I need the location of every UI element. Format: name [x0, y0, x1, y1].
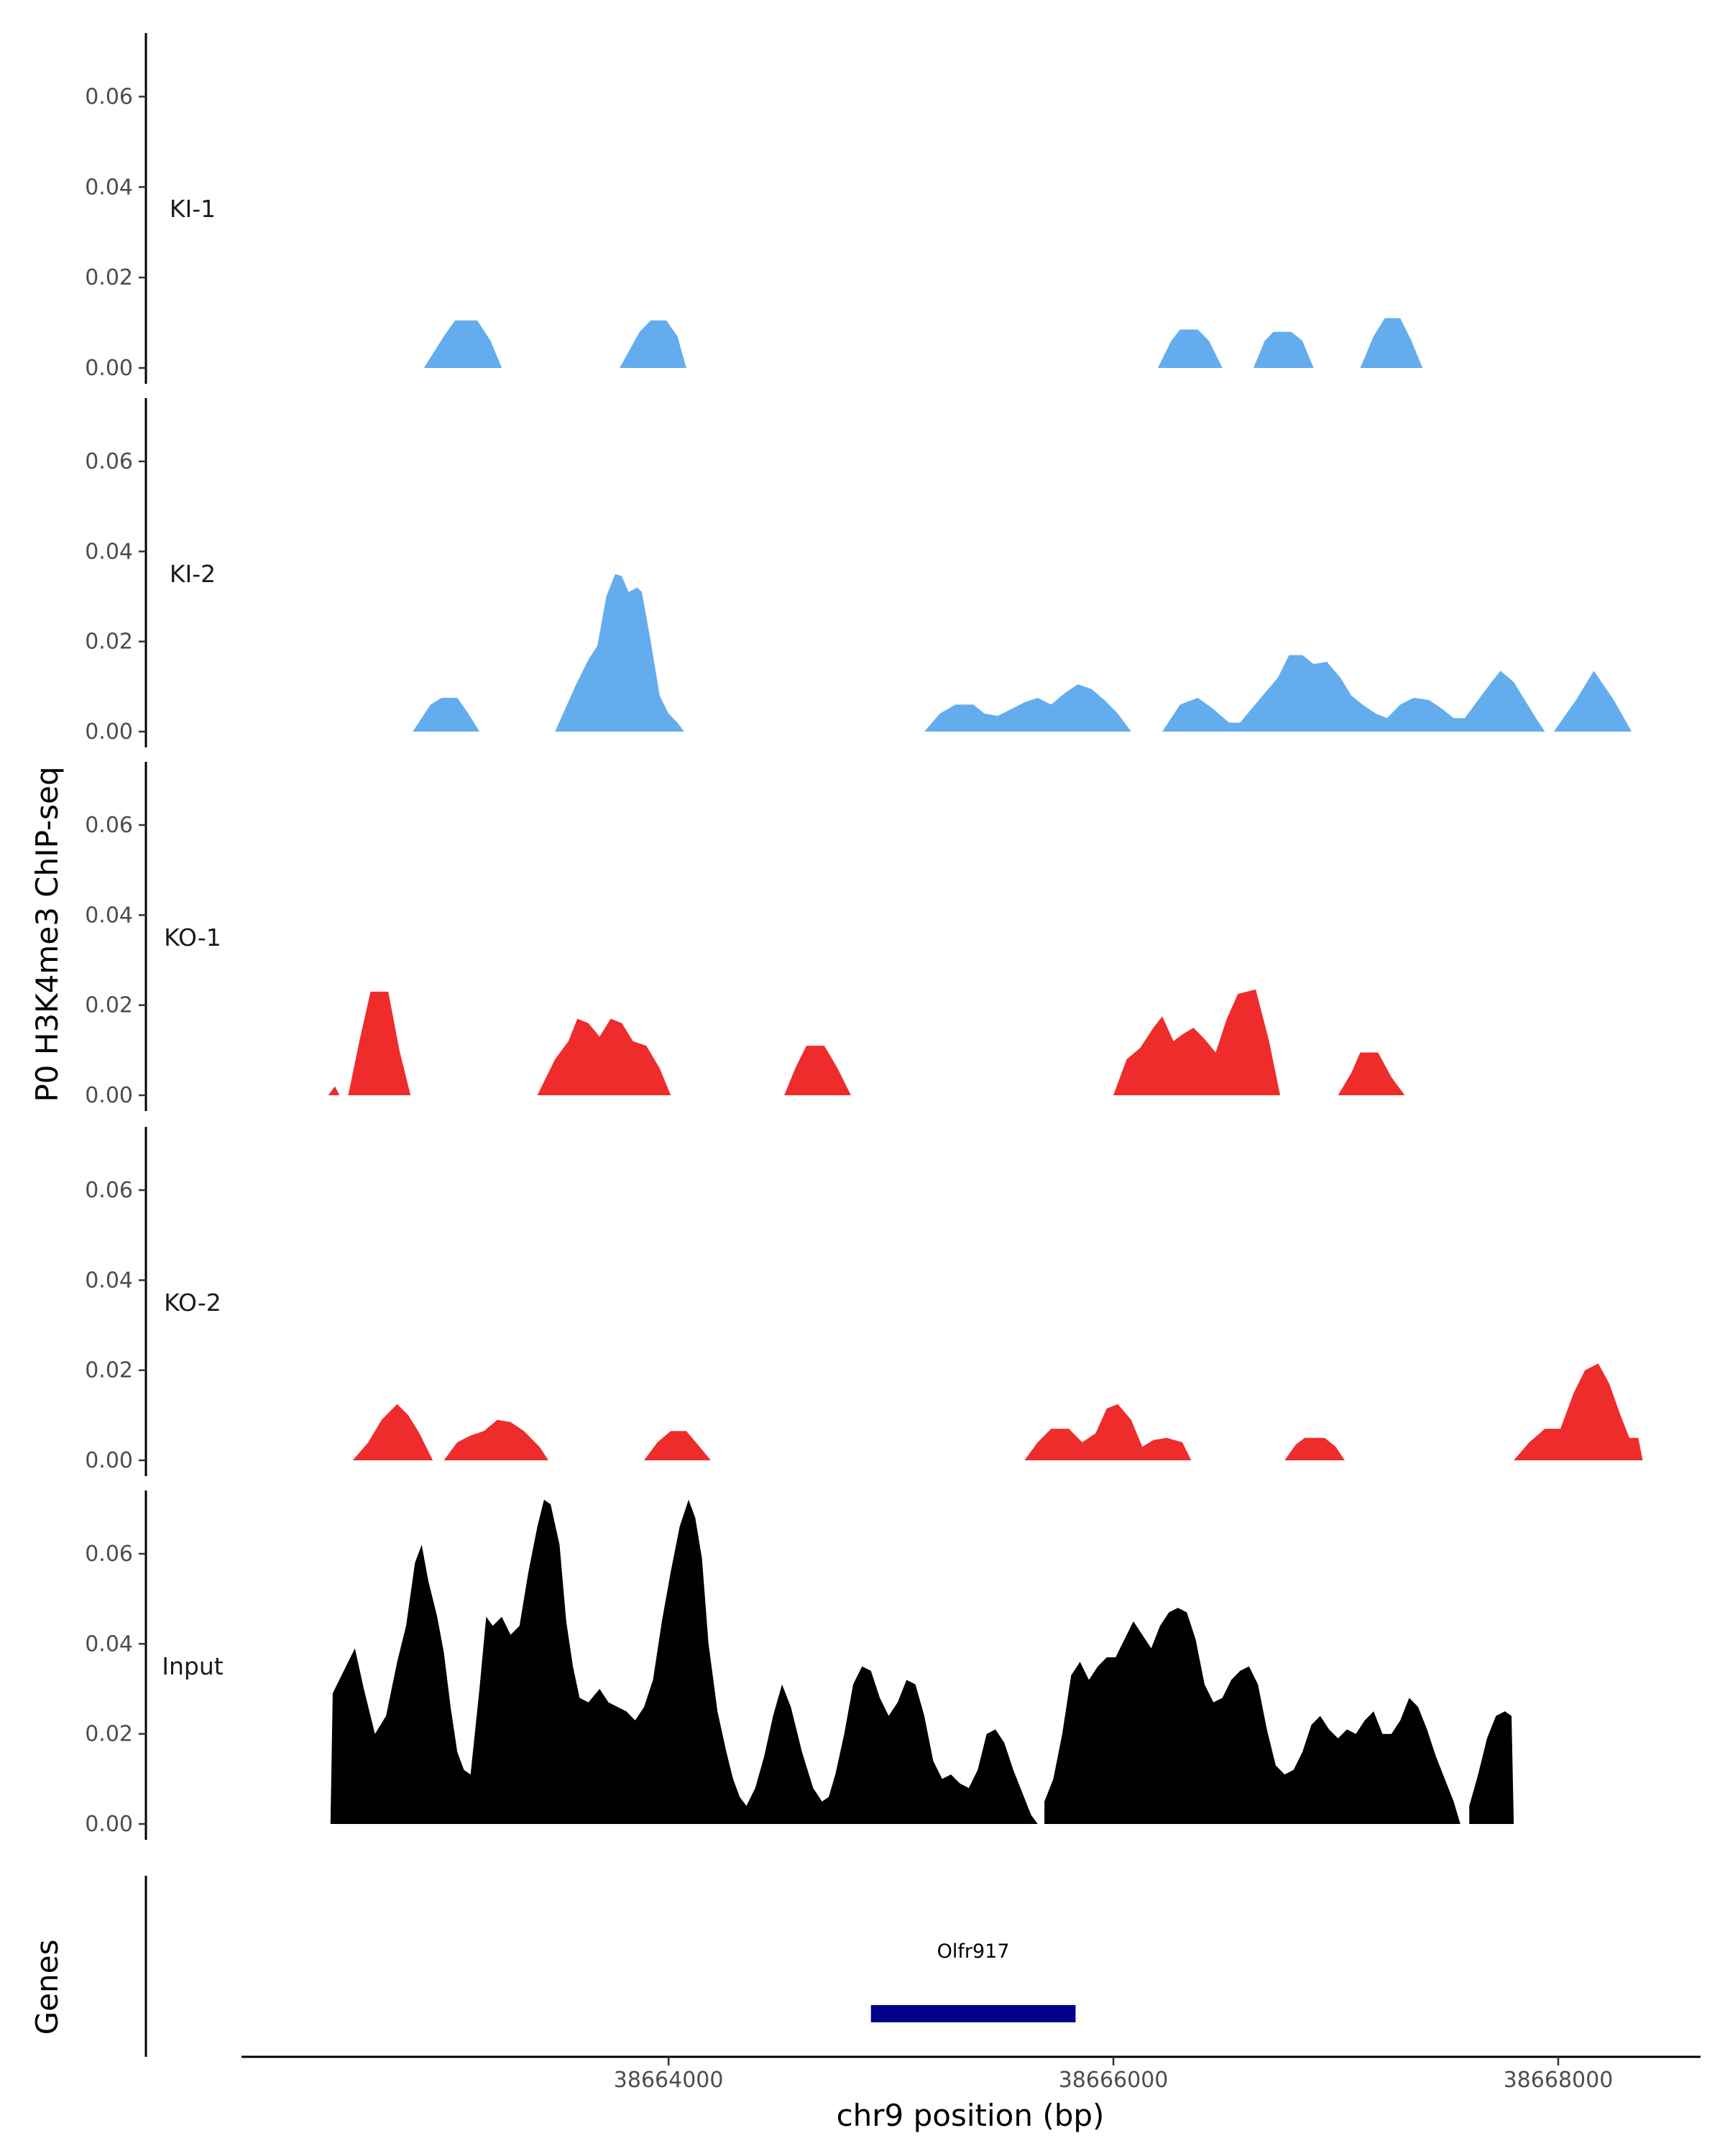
y-tick-label: 0.00 [85, 1083, 133, 1108]
signal-area-ki-2 [413, 573, 1632, 732]
x-tick-label: 38664000 [614, 2068, 724, 2093]
y-tick-label: 0.02 [85, 1722, 133, 1747]
signal-area-ko-2 [352, 1363, 1643, 1460]
y-tick-label: 0.06 [85, 813, 133, 838]
tracks: 0.00 0.02 0.04 0.06 KI-1 0.00 0.02 0.04 0.06 KI-2… [85, 33, 1643, 1840]
y-tick-label: 0.04 [85, 1268, 133, 1293]
x-axis-title: chr9 position (bp) [837, 2098, 1105, 2133]
track-ko-2: 0.00 0.02 0.04 0.06 KO-2 [85, 1127, 1643, 1476]
track-label: KO-1 [164, 923, 221, 952]
track-label: KI-2 [170, 560, 216, 588]
track-input: 0.00 0.02 0.04 0.06 Input [85, 1491, 1514, 1840]
y-tick-label: 0.02 [85, 265, 133, 290]
gene-bar [870, 2005, 1076, 2022]
y-axis-title: P0 H3K4me3 ChIP-seq [29, 766, 65, 1102]
signal-area-ko-1 [328, 989, 1405, 1095]
track-label: KI-1 [170, 195, 216, 223]
track-label: KO-2 [164, 1289, 221, 1317]
track-ki-1: 0.00 0.02 0.04 0.06 KI-1 [85, 33, 1423, 384]
track-label: Input [162, 1652, 224, 1680]
y-tick-label: 0.00 [85, 719, 133, 745]
y-tick-label: 0.00 [85, 356, 133, 381]
gene-track: Olfr917 [144, 1876, 1076, 2057]
y-tick-label: 0.04 [85, 903, 133, 928]
gene-label: Olfr917 [937, 1940, 1010, 1963]
y-tick-label: 0.06 [85, 84, 133, 109]
track-ki-2: 0.00 0.02 0.04 0.06 KI-2 [85, 398, 1632, 747]
y-tick-label: 0.02 [85, 1358, 133, 1383]
y-tick-label: 0.04 [85, 1631, 133, 1657]
signal-area-input [330, 1499, 1514, 1824]
y-tick-label: 0.00 [85, 1812, 133, 1837]
y-tick-label: 0.04 [85, 539, 133, 564]
y-tick-label: 0.04 [85, 175, 133, 200]
x-axis: 38664000 38666000 38668000 [242, 2055, 1701, 2093]
y-tick-label: 0.06 [85, 449, 133, 474]
y-tick-label: 0.02 [85, 630, 133, 655]
y-tick-label: 0.06 [85, 1542, 133, 1567]
genes-axis-title: Genes [29, 1940, 65, 2035]
x-tick-label: 38666000 [1059, 2068, 1169, 2093]
y-tick-label: 0.00 [85, 1448, 133, 1473]
y-tick-label: 0.02 [85, 993, 133, 1018]
signal-area-ki-1 [423, 318, 1423, 368]
track-ko-1: 0.00 0.02 0.04 0.06 KO-1 [85, 762, 1405, 1111]
y-tick-label: 0.06 [85, 1178, 133, 1203]
x-tick-label: 38668000 [1504, 2068, 1614, 2093]
